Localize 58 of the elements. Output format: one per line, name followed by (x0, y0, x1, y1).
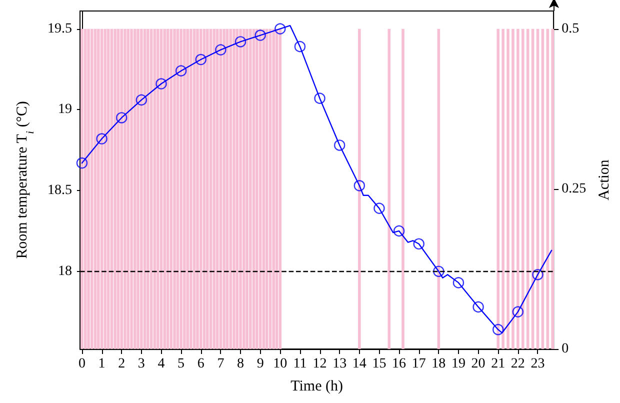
y-tick-label: 18 (58, 264, 72, 279)
point (492, 324, 504, 336)
point (156, 78, 167, 90)
x-tick-label: 1 (98, 356, 106, 372)
x-tick-label: 23 (530, 356, 545, 372)
x-tick-label: 14 (352, 356, 366, 372)
x-tick-label: 2 (118, 356, 126, 372)
point (116, 112, 128, 124)
point (234, 36, 246, 48)
y-tick-label: 19 (58, 102, 72, 118)
x-tick-label: 12 (312, 356, 327, 372)
x-tick-label: 4 (158, 356, 165, 372)
x-axis-title: Time (h) (290, 378, 343, 394)
x-tick-label: 0 (78, 356, 86, 372)
point (532, 269, 544, 280)
point (96, 133, 108, 144)
point (413, 238, 424, 250)
x-tick-label: 20 (471, 356, 486, 372)
y-axis-title: Room temperature Ti (°C) (14, 101, 36, 259)
x-tick-label: 16 (392, 356, 406, 372)
point (294, 40, 306, 52)
x-tick-label: 9 (256, 356, 264, 372)
x-tick-label: 18 (432, 356, 446, 372)
x-tick-label: 19 (451, 356, 466, 372)
x-tick-label: 6 (197, 356, 204, 372)
point (393, 225, 405, 237)
point (374, 202, 385, 214)
point (136, 94, 148, 106)
point (314, 92, 326, 104)
point (76, 157, 88, 169)
y-tick-label: 19.5 (48, 21, 72, 36)
x-tick-label: 3 (138, 356, 145, 372)
point (472, 301, 484, 313)
point (175, 65, 187, 76)
point (274, 23, 286, 34)
point (512, 306, 524, 318)
x-tick-label: 7 (217, 356, 224, 372)
x-tick-label: 11 (293, 356, 307, 372)
point (433, 266, 444, 277)
y2-tick-label: 0.25 (562, 181, 586, 196)
point (452, 277, 464, 288)
x-tick-label: 15 (372, 356, 386, 372)
x-tick-label: 22 (510, 356, 525, 372)
y2-tick-label: 0.5 (562, 21, 580, 36)
x-tick-label: 21 (491, 356, 506, 372)
x-tick-label: 17 (412, 356, 426, 372)
y2-axis-title: Action (596, 159, 612, 200)
point (334, 140, 346, 151)
point (195, 54, 206, 66)
y2-tick-label: 0 (562, 342, 569, 356)
x-tick-label: 10 (273, 356, 288, 372)
x-tick-label: 8 (237, 356, 244, 372)
x-tick-label: 13 (332, 356, 347, 372)
point (254, 30, 266, 41)
point (215, 44, 226, 56)
y-tick-label: 18.5 (48, 183, 72, 198)
x-tick-label: 5 (178, 356, 185, 372)
point (354, 180, 366, 192)
